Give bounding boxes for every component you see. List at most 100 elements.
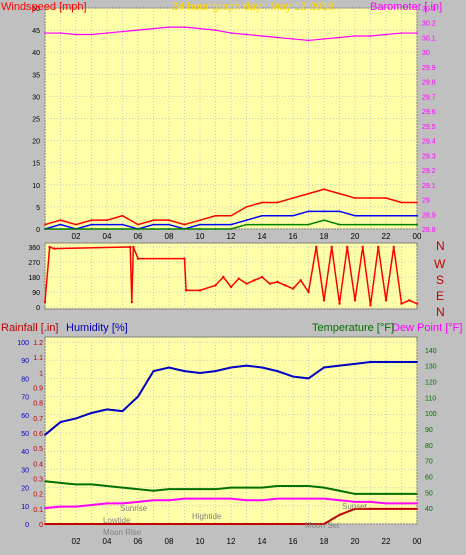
series-low-point (385, 223, 387, 226)
series-barometer-point (230, 32, 232, 34)
wind-direction-point (222, 275, 225, 279)
series-barometer-point (59, 32, 62, 34)
series-rainfall-in-point (276, 523, 279, 525)
series-barometer-point (338, 36, 341, 39)
series-dew-point-f-point (416, 502, 418, 505)
rainfall-tick-label: 0.7 (33, 416, 43, 423)
series-rainfall-in-point (323, 523, 325, 525)
series-humidity-point (121, 410, 124, 413)
barometer-tick-label: 29.2 (422, 168, 436, 175)
temperature-tick-label: 80 (425, 443, 433, 450)
series-gust-point (121, 214, 124, 217)
wind-direction-point (346, 245, 349, 249)
wind-direction-point (369, 304, 372, 307)
series-rainfall-in-point (245, 523, 248, 525)
series-gust-point (307, 192, 310, 195)
series-barometer-point (323, 38, 325, 40)
series-gust-point (90, 219, 93, 222)
series-gust-point (276, 201, 279, 204)
humidity-axis-title: Humidity [%] (66, 322, 128, 334)
series-temperature-f-point (44, 480, 46, 483)
series-barometer-point (416, 32, 418, 34)
series-windspeed-point (385, 214, 387, 217)
wind-direction-point (198, 289, 202, 292)
series-temperature-f-point (261, 486, 263, 489)
series-humidity-point (168, 366, 170, 369)
series-temperature-f-point (416, 493, 418, 495)
series-rainfall-in-point (44, 523, 46, 525)
wind-direction-point (330, 245, 333, 249)
series-windspeed-point (416, 214, 418, 217)
temperature-tick-label: 130 (425, 364, 437, 371)
series-low-point (276, 223, 279, 226)
wind-direction-point (322, 299, 326, 302)
x-tick-label: 00 (413, 232, 422, 241)
series-temperature-f-point (338, 489, 341, 492)
series-low-point (230, 228, 232, 230)
series-humidity-point (276, 370, 279, 373)
series-low-point (338, 223, 341, 226)
wind-direction-point (48, 245, 51, 249)
wind-direction-point (299, 279, 302, 282)
series-windspeed-point (152, 223, 155, 226)
wind-gridlines: 0 5 10 15 20 25 30 35 40 45 50 28.8 28.9 29 29.1 29.2 29… (32, 6, 436, 241)
series-rainfall-in-point (292, 523, 294, 525)
rainfall-tick-label: 0.1 (33, 507, 43, 514)
series-dew-point-f-point (152, 499, 155, 502)
humidity-tick-label: 60 (21, 413, 29, 420)
series-gust-point (44, 223, 46, 226)
series-dew-point-f-point (323, 497, 325, 500)
chart-title: 24 hour graph day : May 12 2018 (172, 1, 334, 13)
x-tick-label: 20 (351, 232, 360, 241)
series-barometer-point (245, 33, 248, 36)
rainfall-tick-label: 0.8 (33, 401, 43, 408)
series-low-point (44, 228, 46, 230)
series-rainfall-in-point (385, 507, 387, 510)
x-tick-label: 08 (165, 537, 174, 546)
wind-direction-point (307, 290, 310, 294)
barometer-tick-label: 30.1 (422, 35, 436, 42)
series-humidity-point (75, 417, 77, 420)
series-rainfall-in-point (90, 523, 93, 525)
sunset-annotation: Sunset (342, 502, 368, 511)
wind-direction-point (237, 277, 240, 280)
wind-series (44, 26, 418, 230)
moonrise-annotation: Moon Rise (103, 528, 142, 537)
x-tick-label: 20 (351, 537, 360, 546)
rainfall-axis-title: Rainfall [.in] (1, 322, 58, 334)
series-barometer-point (106, 32, 108, 34)
series-dew-point-f-point (59, 505, 62, 508)
wind-tick-label: 50 (32, 6, 40, 13)
x-tick-label: 16 (289, 232, 298, 241)
series-humidity-point (369, 361, 372, 363)
humidity-tick-label: 30 (21, 467, 29, 474)
series-barometer-point (307, 39, 310, 42)
series-temperature-f-point (400, 493, 403, 495)
direction-tick-label: 270 (28, 260, 40, 267)
series-rainfall-in-point (400, 507, 403, 510)
series-barometer-point (276, 36, 279, 39)
series-windspeed-point (400, 214, 403, 217)
series-gust-point (137, 223, 139, 226)
series-windspeed-point (369, 214, 372, 217)
series-dew-point-f-point (199, 497, 201, 500)
barometer-tick-label: 29.9 (422, 65, 436, 72)
series-rainfall-in-point (137, 523, 139, 525)
rainfall-tick-label: 0.9 (33, 386, 43, 393)
barometer-tick-label: 29 (422, 198, 430, 205)
x-tick-label: 12 (227, 537, 236, 546)
series-temperature-f-point (214, 488, 217, 491)
humidity-tick-label: 70 (21, 395, 29, 402)
series-rainfall-in-point (106, 523, 108, 525)
temperature-tick-label: 90 (425, 427, 433, 434)
humidity-tick-label: 20 (21, 486, 29, 493)
series-gust-point (400, 201, 403, 204)
temperature-tick-label: 50 (425, 490, 433, 497)
moonset-annotation: Moon Set (305, 521, 340, 530)
series-barometer-point (385, 33, 387, 36)
series-temperature-f-point (276, 485, 279, 487)
temperature-axis-title: Temperature [°F] (312, 322, 394, 334)
series-barometer-point (199, 27, 201, 30)
series-windspeed-point (323, 210, 325, 213)
x-tick-label: 06 (134, 232, 143, 241)
